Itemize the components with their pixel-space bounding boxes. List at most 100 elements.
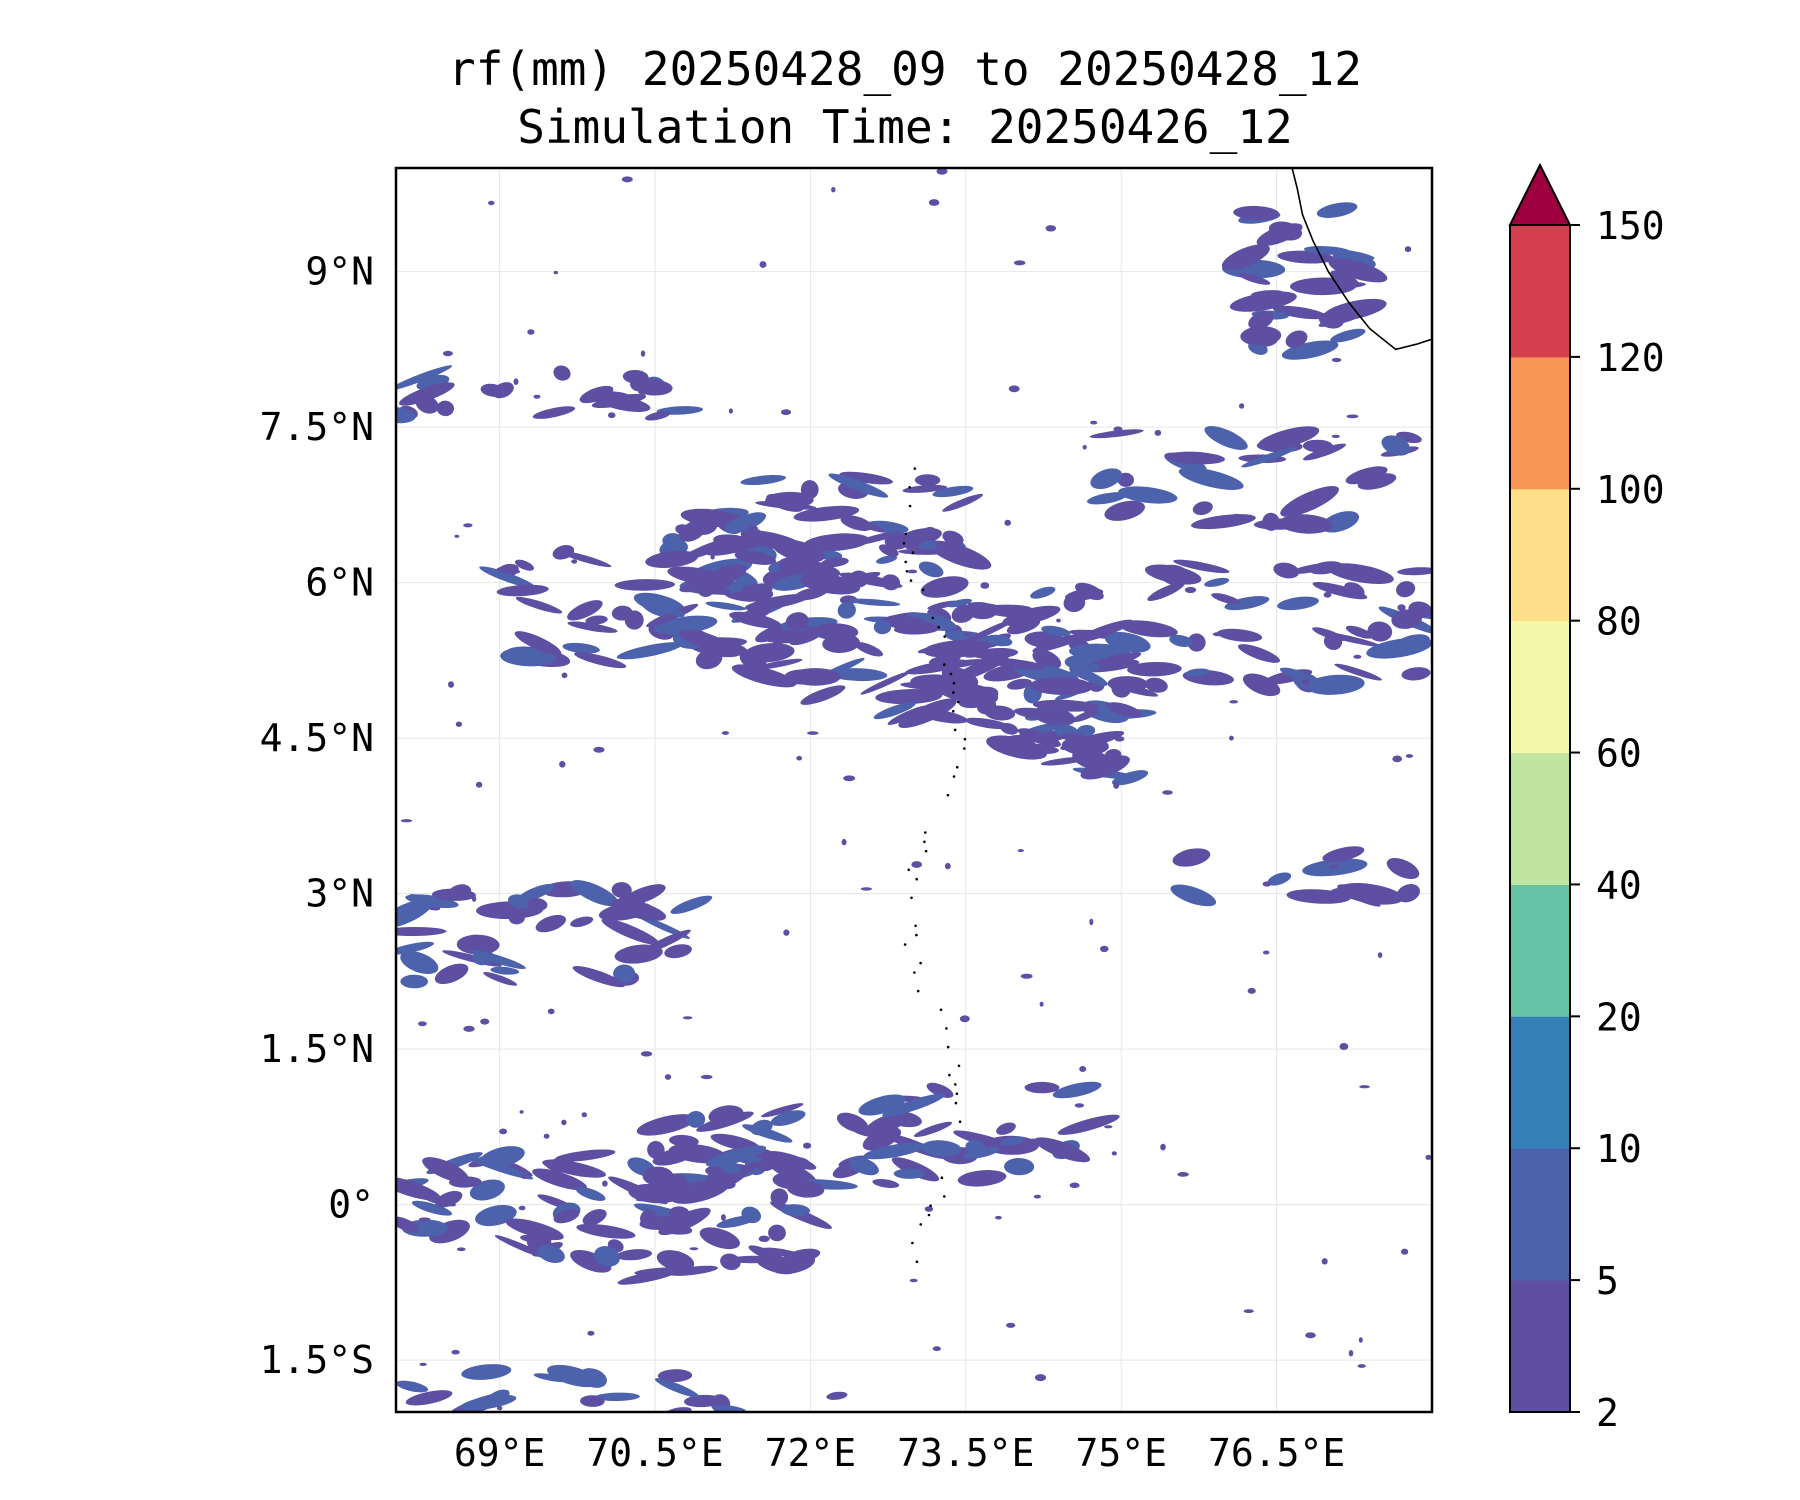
colorbar-label: 100: [1596, 468, 1665, 512]
rain-cell: [657, 1369, 693, 1383]
rain-cell: [496, 567, 521, 574]
island-dot: [954, 1083, 957, 1086]
rain-cell: [601, 918, 660, 945]
island-dot: [902, 542, 906, 545]
rain-cell: [654, 1378, 700, 1398]
rain-cell: [1326, 563, 1394, 584]
rain-cell: [770, 1110, 806, 1126]
rain-speck: [664, 1074, 672, 1080]
rain-speck: [1114, 736, 1125, 742]
island-dot: [913, 467, 917, 470]
rain-cell: [567, 621, 618, 633]
island-dot: [907, 868, 910, 872]
rain-cell: [669, 1134, 699, 1147]
rain-cell: [469, 949, 526, 970]
rain-cell: [686, 1110, 706, 1128]
rain-speck: [801, 495, 811, 502]
rain-cell: [636, 1114, 696, 1136]
rain-cell: [849, 1156, 879, 1176]
rain-speck: [1401, 1248, 1409, 1255]
rain-cell: [400, 974, 428, 989]
rain-cell: [1000, 1136, 1025, 1146]
rain-cell: [946, 598, 973, 608]
rain-speck: [640, 1051, 653, 1057]
island-dot: [929, 1204, 932, 1207]
rain-cell: [1119, 620, 1178, 638]
rain-speck: [1339, 1043, 1349, 1050]
colorbar-segment: [1510, 1148, 1570, 1281]
rain-cell: [1165, 451, 1225, 465]
rain-cell: [1000, 722, 1019, 735]
island-dot: [958, 1120, 962, 1123]
island-dot: [915, 1260, 919, 1263]
rain-speck: [710, 554, 715, 560]
rain-cell: [1061, 736, 1109, 756]
rain-cell: [1329, 249, 1375, 260]
island-dot: [955, 1092, 959, 1095]
colorbar-segment: [1510, 488, 1570, 622]
rain-cell: [876, 555, 898, 564]
rain-cell: [591, 393, 647, 408]
rain-cell: [1192, 501, 1213, 516]
rain-cell: [1211, 593, 1241, 605]
rain-cell: [611, 882, 632, 898]
rain-cell: [1204, 426, 1248, 450]
rain-speck: [561, 672, 568, 679]
rain-cell: [1185, 668, 1210, 677]
x-tick-label: 72°E: [765, 1431, 857, 1475]
rain-cell: [422, 1157, 469, 1183]
rain-speck: [1090, 420, 1098, 425]
rain-cell: [1032, 699, 1099, 712]
island-dot: [904, 532, 908, 536]
rain-cell: [699, 1227, 740, 1250]
rain-cell: [1330, 270, 1359, 288]
rain-cell: [679, 629, 735, 653]
title-line-1: rf(mm) 20250428_09 to 20250428_12: [448, 42, 1362, 96]
rain-cell: [664, 944, 692, 959]
rain-cell: [1308, 561, 1343, 575]
rain-cell: [996, 1122, 1016, 1135]
rain-cell: [1072, 709, 1099, 723]
island-dot: [954, 1101, 958, 1105]
rain-cell: [1242, 673, 1281, 697]
rain-cell: [828, 473, 889, 498]
rain-speck: [1013, 260, 1026, 266]
rain-cell: [1178, 467, 1244, 490]
rain-cell: [527, 897, 548, 911]
colorbar-label: 2: [1596, 1391, 1619, 1435]
rain-cell: [1318, 311, 1365, 327]
rain-cell: [635, 379, 673, 396]
rain-cell: [706, 1172, 736, 1190]
rain-speck: [980, 582, 990, 589]
rain-cell: [829, 668, 888, 682]
y-tick-label: 6°N: [305, 561, 374, 605]
coastline: [1291, 168, 1432, 351]
rain-cell: [959, 618, 1017, 646]
rain-cell: [1386, 858, 1420, 879]
island-dot: [924, 831, 927, 834]
x-axis: 69°E 70.5°E 72°E 73.5°E 75°E 76.5°E: [454, 1431, 1345, 1475]
rain-speck: [1089, 918, 1094, 926]
island-dot: [913, 971, 916, 974]
rain-speck: [807, 731, 819, 735]
rain-cell: [740, 530, 805, 552]
rain-speck: [720, 1214, 726, 1221]
rain-cell: [1104, 631, 1151, 653]
rain-speck: [1104, 1125, 1113, 1129]
rain-speck: [1045, 225, 1057, 232]
rain-speck: [463, 523, 473, 528]
rain-speck: [418, 1217, 431, 1222]
colorbar-label: 60: [1596, 732, 1642, 776]
island-dot: [927, 1213, 931, 1217]
colorbar-segment: [1510, 225, 1570, 358]
island-dot: [924, 849, 928, 853]
rain-cell: [1074, 619, 1134, 643]
rain-speck: [1034, 1374, 1047, 1382]
rain-cell: [783, 1248, 821, 1264]
rain-cell: [411, 1200, 453, 1216]
rain-speck: [533, 394, 541, 399]
rain-cell: [1366, 637, 1432, 659]
rain-cell: [886, 615, 934, 631]
rain-cell: [667, 566, 734, 587]
rain-speck: [607, 412, 616, 419]
